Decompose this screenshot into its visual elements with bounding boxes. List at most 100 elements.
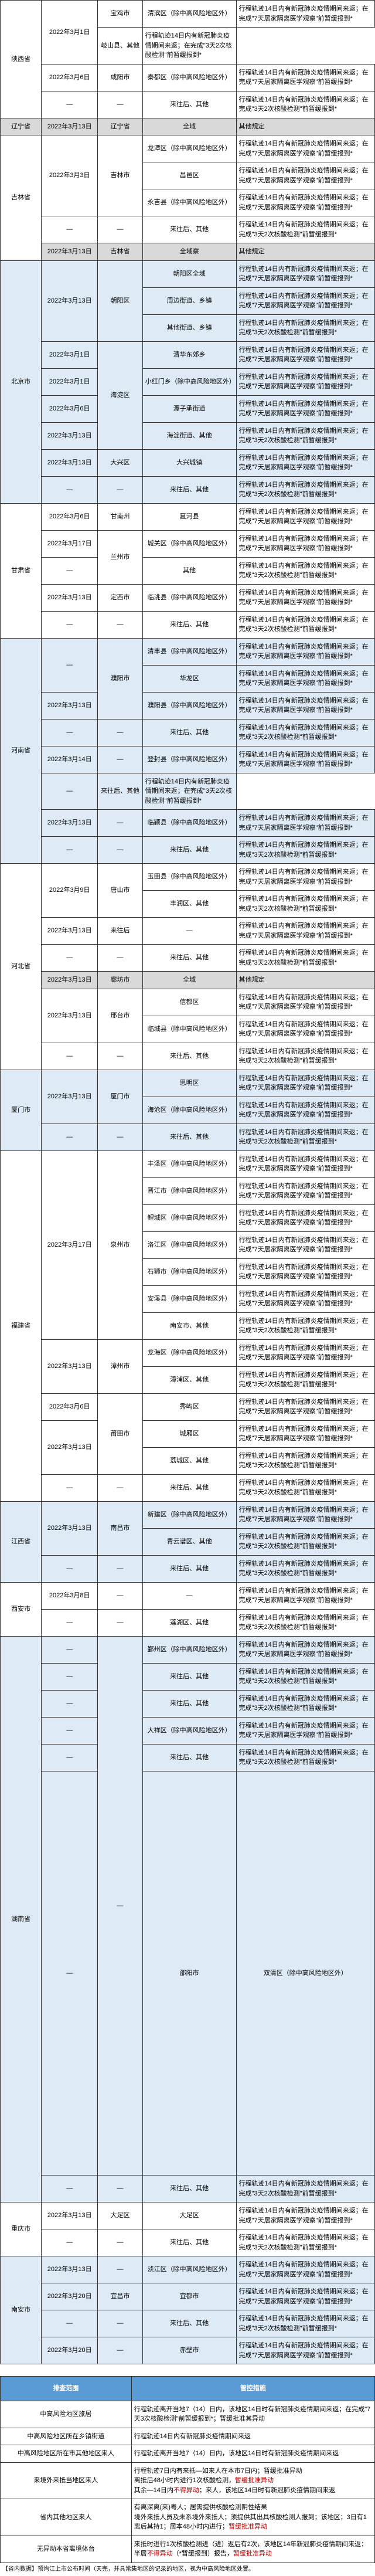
date-cell: — xyxy=(42,216,98,243)
city-cell: — xyxy=(98,2256,143,2283)
date-cell: — xyxy=(42,1744,98,1771)
measure-cell: 行程轨迹14日内有新冠肺炎疫情期间来返；在完成"3天2次核酸检测"前暂缓报到* xyxy=(236,1663,374,1690)
measure-cell: 行程轨迹14日内有新冠肺炎疫情期间来返；在完成"3天2次核酸检测"前暂缓报到* xyxy=(236,2310,374,2337)
area-cell: 夏河县 xyxy=(142,503,236,530)
area-cell: 清华东郊乡 xyxy=(142,341,236,368)
date-cell: 2022年3月13日 xyxy=(42,260,98,341)
date-cell: 2022年3月13日 xyxy=(42,2256,98,2283)
scope-cell: 中高风险地区所在乡镇街道 xyxy=(1,2428,132,2445)
city-cell: — xyxy=(98,810,143,837)
measure-cell: 行程轨迹14日内有新冠肺炎疫情期间来返；在完成"3天2次核酸检测"前暂缓报到* xyxy=(236,314,374,341)
area-cell: 来往后、其他 xyxy=(142,1474,236,1501)
measure-cell: 行程轨迹14日内有新冠肺炎疫情期间来返；在完成"3天2次核酸检测"前暂缓报到* xyxy=(236,1366,374,1393)
area-cell: 丰润区、其他 xyxy=(142,891,236,918)
area-cell: 来往后、其他 xyxy=(142,1043,236,1070)
measure-cell: 行程轨迹14日内有新冠肺炎疫情期间来返；在完成"7天居家隔离医学观察"前暂缓报到… xyxy=(236,1285,374,1312)
date-cell: — xyxy=(42,1609,98,1636)
area-cell: 来往后、其他 xyxy=(142,2229,236,2256)
measure-cell: 行程轨迹14日内有新冠肺炎疫情期间来返；在完成"7天居家隔离医学观察"前暂缓报到… xyxy=(236,287,374,314)
city-cell: — xyxy=(98,1636,143,2175)
province-cell: 陕西省 xyxy=(1,1,42,118)
province-cell: 湖南省 xyxy=(1,1636,42,2202)
city-cell: 邢台市 xyxy=(98,989,143,1043)
measures-table: 排查范围 管控措施 中高风险地区旅居行程轨迹离开当地7（14）日内，该地区14日… xyxy=(0,2376,375,2563)
area-cell: 双清区（除中高风险地区外） xyxy=(236,1771,374,2175)
scope-cell: 来境外来抵当地区来人 xyxy=(1,2462,132,2499)
date-cell: — xyxy=(42,1043,98,1070)
measure-cell: 行程轨迹14日内有新冠肺炎疫情期间来返；在完成"3天2次核酸检测"前暂缓报到* xyxy=(236,1555,374,1582)
measure-cell: 行程轨迹14日内有新冠肺炎疫情期间来返；在完成"3天2次核酸检测"前暂缓报到* xyxy=(236,1447,374,1474)
measure-cell: 行程轨迹14日内有新冠肺炎疫情期间来返；在完成"7天居家隔离医学观察"前暂缓报到… xyxy=(236,2283,374,2310)
city-cell: 南昌市 xyxy=(98,1501,143,1555)
city-cell: 辽宁省 xyxy=(98,118,143,135)
date-cell: 2022年3月8日 xyxy=(42,1582,98,1609)
province-cell: 辽宁省 xyxy=(1,118,42,135)
area-cell: 朝阳区全域 xyxy=(142,260,236,287)
measure-cell: 行程轨迹14日内有新冠肺炎疫情期间来返；在完成"7天居家隔离医学观察"前暂缓报到… xyxy=(236,1393,374,1420)
area-cell: 全域 xyxy=(142,118,236,135)
measure-cell: 其他规定 xyxy=(236,972,374,989)
area-cell: 晋江市（除中高风险地区外） xyxy=(142,1177,236,1204)
area-cell: 洛江区（除中高风险地区外） xyxy=(142,1231,236,1258)
measure-cell: 行程轨迹14日内有新冠肺炎疫情期间来返；在完成"3天2次核酸检测"前暂缓报到* xyxy=(236,1043,374,1070)
province-cell: 北京市 xyxy=(1,260,42,503)
date-cell: — xyxy=(42,2229,98,2256)
city-cell: 濮阳市 xyxy=(98,638,143,719)
measure-detail-cell: 来抵时进行1次核酸检测进（进）返后有2次，该地区14年新冠肺炎疫情期间来返；半居… xyxy=(131,2536,374,2563)
date-cell: 2022年3月6日 xyxy=(42,395,98,422)
measure-cell: 行程轨迹14日内有新冠肺炎疫情期间来返；在完成"7天居家隔离医学观察"前暂缓报到… xyxy=(236,189,374,216)
date-cell: 2022年3月20日 xyxy=(42,2283,98,2310)
date-cell: — xyxy=(42,1663,98,1690)
date-cell: 2022年3月13日 xyxy=(42,1339,98,1393)
area-cell: 龙海区（除中高风险地区外） xyxy=(142,1339,236,1366)
date-cell: — xyxy=(42,1717,98,1744)
city-cell: — xyxy=(98,1124,143,1150)
measure-cell: 行程轨迹14日内有新冠肺炎疫情期间来返；在完成"7天居家隔离医学观察"前暂缓报到… xyxy=(236,1,374,28)
date-cell: 2022年3月6日 xyxy=(42,503,98,530)
area-cell: 来往后、其他 xyxy=(142,2310,236,2337)
measure-cell: 行程轨迹14日内有新冠肺炎疫情期间来返；在完成"7天居家隔离医学观察"前暂缓报到… xyxy=(236,162,374,189)
city-cell: — xyxy=(98,2229,143,2256)
measure-detail-cell: 行程轨迹14日内有新冠肺炎疫情期间来返 xyxy=(131,2428,374,2445)
measure-cell: 行程轨迹14日内有新冠肺炎疫情期间来返；在完成"3天2次核酸检测"前暂缓报到* xyxy=(236,2229,374,2256)
measure-detail-cell: 行程轨迹离开当地7（14）日内，该地区14日时有新冠肺炎疫情期间来返 xyxy=(131,2445,374,2463)
area-cell: 安溪县（除中高风险地区外） xyxy=(142,1285,236,1312)
province-cell: 福建省 xyxy=(1,1150,42,1501)
area-cell: 秀屿区 xyxy=(142,1393,236,1420)
date-cell: 2022年3月13日 xyxy=(42,989,98,1043)
date-cell: — xyxy=(42,1771,98,2175)
measure-cell: 行程轨迹14日内有新冠肺炎疫情期间来返；在完成"7天居家隔离医学观察"前暂缓报到… xyxy=(236,1150,374,1177)
area-cell: 新建区（除中高风险地区外） xyxy=(142,1501,236,1528)
area-cell: 来往后、其他 xyxy=(142,476,236,503)
city-cell: — xyxy=(98,1609,143,1636)
area-cell: 登封县（除中高风险地区外） xyxy=(142,746,236,773)
area-cell: 小红门乡（除中高风险地区外） xyxy=(142,368,236,395)
measure-cell: 行程轨迹14日内有新冠肺炎疫情期间来返；在完成"7天居家隔离医学观察"前暂缓报到… xyxy=(236,1231,374,1258)
measure-cell: 行程轨迹14日内有新冠肺炎疫情期间来返；在完成"7天居家隔离医学观察"前暂缓报到… xyxy=(236,1016,374,1043)
area-cell: 城关区（除中高风险地区外） xyxy=(142,530,236,557)
area-cell: 宜都市 xyxy=(142,2283,236,2310)
measure-cell: 行程轨迹14日内有新冠肺炎疫情期间来返；在完成"7天居家隔离医学观察"前暂缓报到… xyxy=(236,260,374,287)
date-cell: 2022年3月13日 xyxy=(42,972,98,989)
province-cell: 重庆市 xyxy=(1,2202,42,2256)
measure-cell: 行程轨迹14日内有新冠肺炎疫情期间来返；在完成"3天2次核酸检测"前暂缓报到* xyxy=(236,1474,374,1501)
area-cell: 龙潭区（除中高风险地区外） xyxy=(142,135,236,162)
measure-cell: 行程轨迹14日内有新冠肺炎疫情期间来返；在完成"7天居家隔离医学观察"前暂缓报到… xyxy=(236,2202,374,2229)
city-cell: — xyxy=(98,945,143,972)
area-cell: 玉田县（除中高风险地区外） xyxy=(142,864,236,891)
measure-cell: 行程轨迹14日内有新冠肺炎疫情期间来返；在完成"7天居家隔离医学观察"前暂缓报到… xyxy=(236,665,374,692)
measure-cell: 行程轨迹14日内有新冠肺炎疫情期间来返；在完成"3天2次核酸检测"前暂缓报到* xyxy=(236,557,374,584)
city-cell: — xyxy=(98,2337,143,2364)
area-cell: 濮阳县（除中高风险地区外） xyxy=(142,692,236,719)
city-cell: 兰州市 xyxy=(98,530,143,584)
area-cell: 大祥区（除中高风险地区外） xyxy=(142,1717,236,1744)
date-cell: — xyxy=(42,1636,98,1663)
measure-cell: 行程轨迹14日内有新冠肺炎疫情期间来返；在完成"7天居家隔离医学观察"前暂缓报到… xyxy=(236,864,374,891)
city-cell: — xyxy=(98,2175,143,2202)
date-cell: — xyxy=(42,557,98,584)
area-cell: 城厢区 xyxy=(142,1420,236,1447)
date-cell: — xyxy=(42,837,98,864)
measure-cell: 行程轨迹14日内有新冠肺炎疫情期间来返；在完成"7天居家隔离医学观察"前暂缓报到… xyxy=(236,1258,374,1285)
measure-cell: 行程轨迹14日内有新冠肺炎疫情期间来返；在完成"7天居家隔离医学观察"前暂缓报到… xyxy=(236,135,374,162)
date-cell: — xyxy=(42,1124,98,1150)
